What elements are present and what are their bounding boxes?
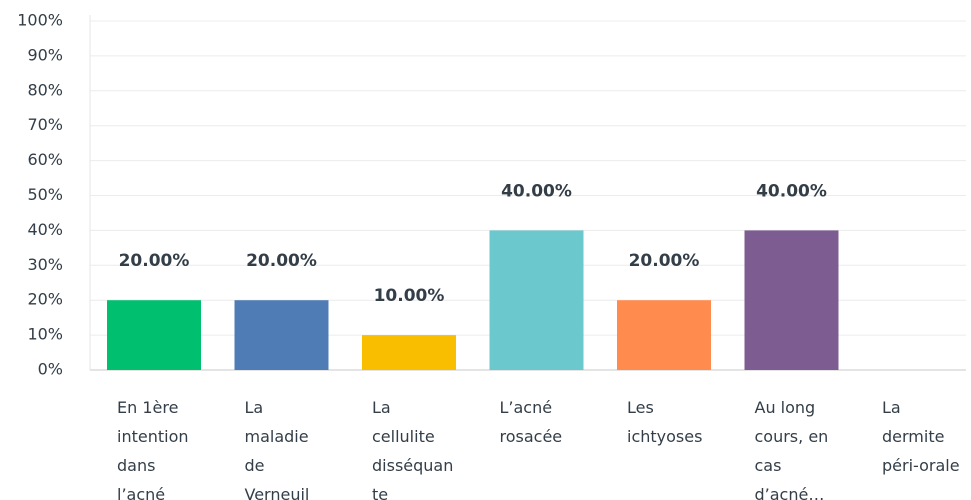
value-label: 10.00%	[374, 286, 445, 306]
y-tick-label: 60%	[27, 150, 63, 169]
y-tick-label: 20%	[27, 290, 63, 309]
y-tick-label: 0%	[38, 360, 63, 379]
label-line: de	[245, 456, 265, 475]
label-line: l’acné	[117, 485, 165, 500]
x-tick-label: La maladie de Verneuil	[245, 398, 310, 500]
label-line: disséquan	[372, 456, 453, 475]
label-line: ichtyoses	[627, 427, 702, 446]
label-line: d’acné…	[755, 485, 825, 500]
value-label: 20.00%	[246, 251, 317, 271]
x-tick-label: En 1ère intention dans l’acné	[117, 398, 189, 500]
x-tick-label: L’acné rosacée	[500, 398, 563, 446]
x-tick-label: Les ichtyoses	[627, 398, 702, 446]
label-line: La	[245, 398, 264, 417]
x-tick-label: Au long cours, en cas d’acné…	[755, 398, 829, 500]
bar	[744, 230, 839, 370]
label-line: En 1ère	[117, 398, 178, 417]
y-tick-label: 50%	[27, 185, 63, 204]
label-line: cas	[755, 456, 782, 475]
label-line: La	[882, 398, 901, 417]
label-line: cellulite	[372, 427, 435, 446]
label-line: dans	[117, 456, 155, 475]
y-tick-label: 40%	[27, 220, 63, 239]
y-tick-label: 90%	[27, 45, 63, 64]
label-line: maladie	[245, 427, 309, 446]
label-line: te	[372, 485, 388, 500]
label-line: intention	[117, 427, 189, 446]
value-label: 20.00%	[119, 251, 190, 271]
label-line: rosacée	[500, 427, 563, 446]
bar	[362, 335, 456, 370]
label-line: Au long	[755, 398, 816, 417]
y-tick-label: 80%	[27, 80, 63, 99]
label-line: L’acné	[500, 398, 553, 417]
bar	[489, 230, 584, 370]
value-label: 20.00%	[629, 251, 700, 271]
label-line: La	[372, 398, 391, 417]
y-tick-label: 30%	[27, 255, 63, 274]
bar	[617, 300, 711, 370]
value-label: 40.00%	[756, 181, 827, 201]
y-tick-label: 100%	[17, 11, 63, 30]
label-line: dermite	[882, 427, 944, 446]
bar	[234, 300, 329, 370]
value-label: 40.00%	[501, 181, 572, 201]
label-line: Les	[627, 398, 654, 417]
y-tick-label: 70%	[27, 115, 63, 134]
y-tick-label: 10%	[27, 325, 63, 344]
label-line: Verneuil	[245, 485, 310, 500]
x-tick-label: La cellulite disséquan te	[372, 398, 453, 500]
bar	[107, 300, 201, 370]
label-line: cours, en	[755, 427, 829, 446]
label-line: péri-orale	[882, 456, 960, 475]
x-tick-label: La dermite péri-orale	[882, 398, 960, 475]
